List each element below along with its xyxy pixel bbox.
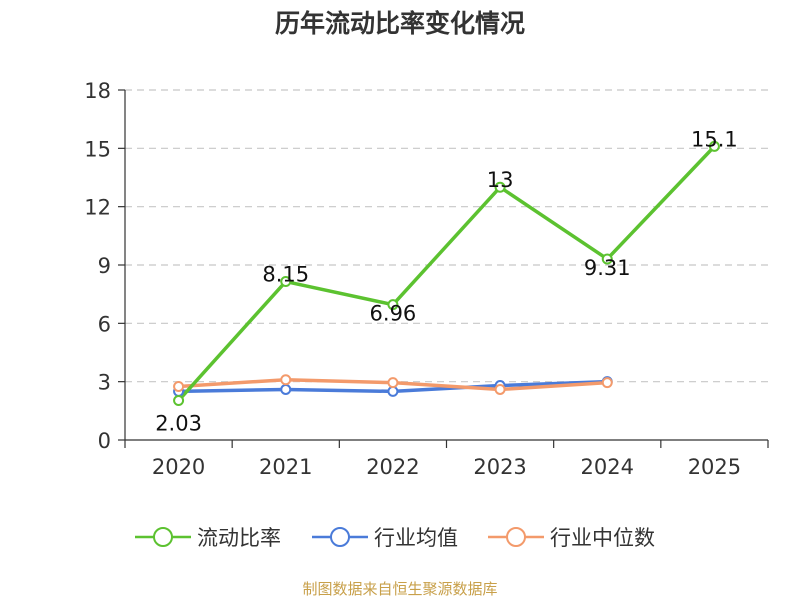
legend-label: 流动比率 <box>197 526 281 550</box>
data-point <box>494 181 506 193</box>
data-point <box>173 395 185 407</box>
y-tick-label: 3 <box>98 371 111 395</box>
data-point <box>280 374 292 386</box>
y-tick-label: 12 <box>84 196 111 220</box>
data-label: 6.96 <box>370 302 417 326</box>
legend-line-marker-icon <box>488 527 544 547</box>
y-tick-label: 0 <box>98 429 111 453</box>
chart-title: 历年流动比率变化情况 <box>274 9 525 38</box>
legend-item-current-ratio[interactable]: 流动比率 <box>135 520 281 554</box>
legend-line-marker-icon <box>135 527 191 547</box>
x-tick-label: 2023 <box>473 455 526 479</box>
legend: 流动比率 行业均值 行业中位数 <box>0 520 800 554</box>
legend-item-industry-median[interactable]: 行业中位数 <box>488 520 655 554</box>
y-tick-label: 18 <box>84 79 111 103</box>
y-tick-label: 9 <box>98 254 111 278</box>
data-label: 9.31 <box>584 256 631 280</box>
data-point <box>601 253 613 265</box>
x-tick-label: 2021 <box>259 455 312 479</box>
data-point <box>387 377 399 389</box>
data-label: 13 <box>487 168 514 192</box>
legend-label: 行业中位数 <box>550 526 655 550</box>
legend-line-marker-icon <box>312 527 368 547</box>
data-point <box>494 383 506 395</box>
data-point <box>280 383 292 395</box>
data-point <box>387 299 399 311</box>
data-point <box>601 377 613 389</box>
legend-label: 行业均值 <box>374 526 458 550</box>
x-tick-label: 2022 <box>366 455 419 479</box>
y-tick-label: 15 <box>84 137 111 161</box>
data-label: 2.03 <box>155 412 202 436</box>
data-point <box>708 140 720 152</box>
data-point <box>173 381 185 393</box>
x-tick-label: 2020 <box>152 455 205 479</box>
data-point <box>387 385 399 397</box>
data-label: 8.15 <box>262 263 309 287</box>
line-chart: 0 3 6 9 12 15 18 2020 2021 2022 2023 2024 2025 2.03 8.… <box>84 79 769 479</box>
x-tick-label: 2025 <box>688 455 741 479</box>
data-label: 15.1 <box>691 127 738 151</box>
data-source-note: 制图数据来自恒生聚源数据库 <box>302 580 498 598</box>
x-tick-label: 2024 <box>581 455 634 479</box>
y-tick-label: 6 <box>98 312 111 336</box>
legend-item-industry-mean[interactable]: 行业均值 <box>312 520 458 554</box>
series-line <box>177 145 716 402</box>
data-point <box>280 276 292 288</box>
